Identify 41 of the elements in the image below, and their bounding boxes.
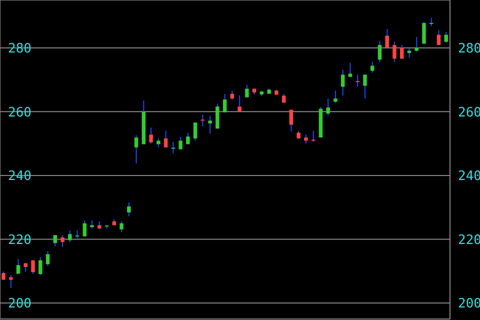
candlestick bbox=[31, 260, 35, 274]
candlestick bbox=[193, 122, 198, 141]
candlestick bbox=[68, 230, 72, 243]
candlestick bbox=[436, 29, 441, 46]
candlestick bbox=[348, 62, 352, 78]
candlestick bbox=[46, 250, 50, 267]
candlestick bbox=[216, 103, 220, 130]
candlestick bbox=[414, 36, 418, 52]
candlestick bbox=[134, 134, 138, 164]
candlestick bbox=[82, 220, 87, 237]
candlestick bbox=[171, 141, 176, 154]
candlestick bbox=[222, 93, 227, 113]
candlestick bbox=[356, 74, 360, 88]
candlestick bbox=[208, 115, 212, 134]
candlestick bbox=[334, 90, 338, 104]
candlestick bbox=[378, 40, 382, 62]
candlestick bbox=[326, 98, 330, 116]
candlestick bbox=[370, 61, 374, 74]
candlestick bbox=[120, 220, 124, 233]
candlestick bbox=[407, 47, 412, 58]
candlestick bbox=[245, 84, 249, 98]
candlestick bbox=[363, 74, 367, 100]
candlestick bbox=[444, 31, 448, 44]
candlestick bbox=[164, 130, 168, 148]
candlestick bbox=[238, 94, 242, 112]
candlestick bbox=[385, 28, 389, 48]
candlestick bbox=[127, 202, 131, 217]
candlestick bbox=[38, 256, 42, 276]
candlestick bbox=[200, 114, 205, 127]
candlestick bbox=[178, 136, 182, 150]
candlestick bbox=[340, 69, 345, 96]
candlestick bbox=[392, 41, 396, 62]
candlestick bbox=[289, 109, 294, 132]
candlestick bbox=[422, 22, 426, 44]
candlestick bbox=[400, 44, 404, 60]
candlestick bbox=[9, 274, 13, 289]
candlestick bbox=[60, 234, 64, 248]
candlestick bbox=[16, 258, 20, 274]
candlestick bbox=[53, 234, 58, 247]
candlestick bbox=[311, 130, 316, 142]
candlestick bbox=[149, 127, 153, 144]
